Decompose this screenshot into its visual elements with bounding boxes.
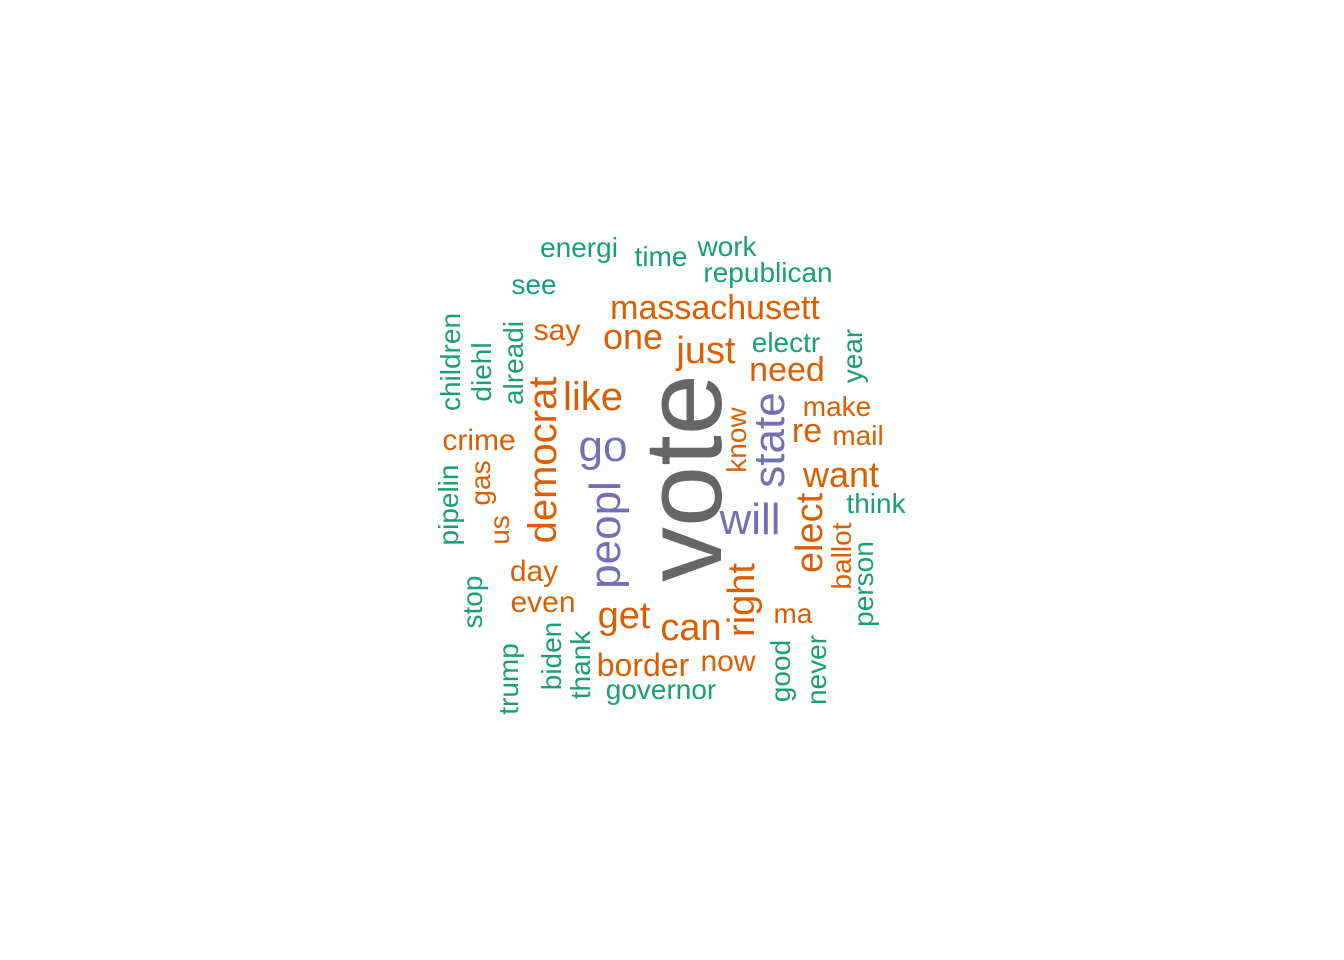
word-crime: crime — [442, 424, 516, 457]
word-get: get — [597, 595, 651, 637]
word-need: need — [749, 351, 825, 389]
word-work: work — [697, 231, 757, 262]
word-good: good — [765, 639, 796, 703]
word-pipelin: pipelin — [433, 464, 464, 546]
word-one: one — [602, 316, 664, 357]
word-elect: elect — [789, 492, 831, 574]
word-think: think — [846, 488, 906, 519]
word-democrat: democrat — [521, 376, 565, 544]
word-children: children — [435, 312, 466, 412]
word-want: want — [802, 454, 880, 495]
word-electr: electr — [751, 327, 821, 358]
word-see: see — [511, 269, 557, 300]
word-energi: energi — [540, 232, 618, 263]
word-diehl: diehl — [466, 342, 497, 402]
word-mail: mail — [832, 420, 884, 451]
word-go: go — [578, 422, 628, 471]
word-ma: ma — [773, 598, 813, 629]
word-trump: trump — [493, 643, 524, 715]
word-re: re — [791, 412, 823, 450]
word-time: time — [634, 241, 688, 272]
word-biden: biden — [536, 621, 567, 691]
word-will: will — [719, 495, 781, 544]
word-just: just — [676, 330, 736, 372]
word-stop: stop — [457, 575, 488, 629]
word-right: right — [721, 563, 763, 637]
word-alreadi: alreadi — [498, 320, 529, 406]
word-can: can — [660, 607, 722, 649]
word-us: us — [484, 515, 515, 545]
word-like: like — [562, 375, 624, 419]
word-never: never — [801, 634, 832, 706]
word-make: make — [802, 391, 872, 422]
word-say: say — [533, 314, 581, 347]
word-massachusett: massachusett — [610, 289, 820, 327]
word-border: border — [596, 647, 690, 683]
word-day: day — [509, 555, 559, 588]
word-republican: republican — [703, 257, 833, 288]
word-governor: governor — [605, 674, 717, 705]
word-now: now — [700, 645, 756, 678]
word-thank: thank — [565, 630, 596, 700]
word-know: know — [721, 407, 752, 473]
word-vote: vote — [622, 374, 745, 582]
word-person: person — [848, 541, 879, 627]
word-state: state — [745, 392, 794, 488]
word-even: even — [510, 586, 576, 619]
word-year: year — [837, 328, 868, 384]
word-peopl: peopl — [581, 481, 630, 589]
word-gas: gas — [465, 460, 496, 506]
